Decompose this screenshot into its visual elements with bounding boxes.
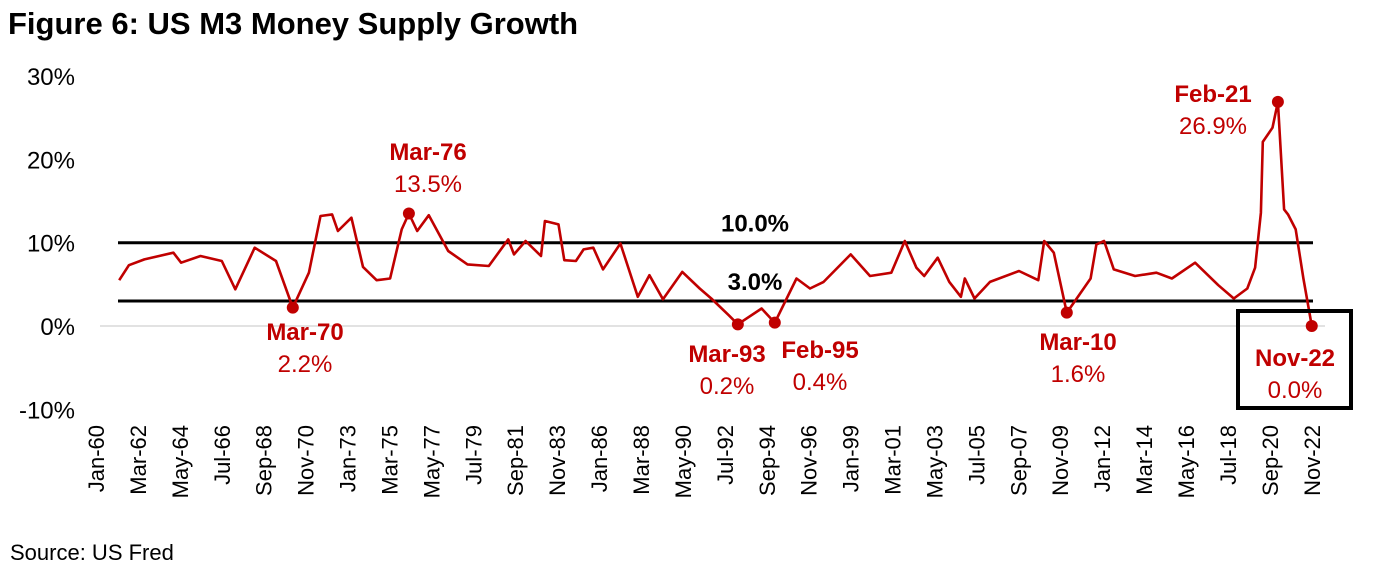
x-tick-label: Nov-70 [294,425,319,496]
series [118,100,1314,327]
x-tick-label: Sep-07 [1006,425,1031,496]
x-tick-label: Sep-94 [755,425,780,496]
x-tick-label: Jan-73 [336,425,361,492]
annotation-date: Feb-95 [781,337,858,364]
y-tick-label: 20% [27,147,75,174]
data-point-marker [1271,95,1284,108]
series-line [118,100,1314,327]
x-tick-label: Nov-22 [1300,425,1325,496]
data-point-marker [1305,320,1318,332]
x-tick-label: May-64 [168,425,193,498]
chart-title: Figure 6: US M3 Money Supply Growth [8,6,579,41]
y-axis: 30% 20% 10% 0% -10% [19,64,75,424]
x-tick-label: Nov-83 [545,425,570,496]
x-tick-label: Sep-20 [1258,425,1283,496]
x-tick-label: Sep-81 [503,425,528,496]
annotation-date: Nov-22 [1255,345,1335,372]
x-tick-label: Mar-62 [126,425,151,495]
data-point-marker [731,318,744,331]
x-tick-label: Mar-75 [377,425,402,495]
annotation-date: Mar-93 [688,341,765,368]
x-tick-label: May-77 [419,425,444,498]
data-point-marker [286,301,299,314]
annotation-value: 1.6% [1051,361,1106,388]
annotation-date: Mar-10 [1039,329,1116,356]
reference-line-label: 3.0% [728,269,783,296]
data-point-marker [1060,306,1073,319]
x-tick-label: Jul-92 [713,425,738,485]
x-tick-label: Jul-18 [1216,425,1241,485]
annotation-value: 0.2% [700,373,755,400]
y-tick-label: 0% [40,314,75,341]
data-point-marker [768,316,781,329]
x-tick-label: Jan-60 [84,425,109,492]
annotation-value: 0.4% [793,369,848,396]
reference-line-label: 10.0% [721,211,789,238]
x-tick-label: Jan-86 [587,425,612,492]
annotation-value: 13.5% [394,171,462,198]
source-note: Source: US Fred [10,540,174,565]
y-tick-label: 10% [27,231,75,258]
x-tick-label: Nov-96 [797,425,822,496]
x-tick-label: Mar-14 [1132,425,1157,495]
annotation-value: 26.9% [1179,113,1247,140]
x-tick-label: Jul-79 [461,425,486,485]
x-axis: Jan-60 Mar-62 May-64 Jul-66 Sep-68 Nov-70 Jan-… [84,325,1325,498]
y-tick-label: -10% [19,397,75,424]
x-tick-label: May-03 [922,425,947,498]
x-tick-label: Sep-68 [252,425,277,496]
y-tick-label: 30% [27,64,75,91]
x-tick-label: Jul-05 [964,425,989,485]
annotations: Mar-70 2.2% Mar-76 13.5% Mar-93 0.2% Feb-95 0.4… [266,81,1353,410]
x-tick-label: Jan-12 [1090,425,1115,492]
reference-lines: 10.0% 3.0% [118,211,1313,303]
data-point-marker [402,207,415,220]
x-tick-label: Jul-66 [210,425,235,485]
highlight-box [1236,309,1353,410]
x-tick-label: Nov-09 [1048,425,1073,496]
x-tick-label: May-90 [671,425,696,498]
annotation-date: Feb-21 [1174,81,1251,108]
x-tick-label: Mar-01 [881,425,906,495]
annotation-value: 0.0% [1268,377,1323,404]
annotation-date: Mar-70 [266,319,343,346]
annotation-date: Mar-76 [389,139,466,166]
x-tick-label: Jan-99 [839,425,864,492]
annotation-value: 2.2% [278,351,333,378]
x-tick-label: Mar-88 [629,425,654,495]
x-tick-label: May-16 [1174,425,1199,498]
